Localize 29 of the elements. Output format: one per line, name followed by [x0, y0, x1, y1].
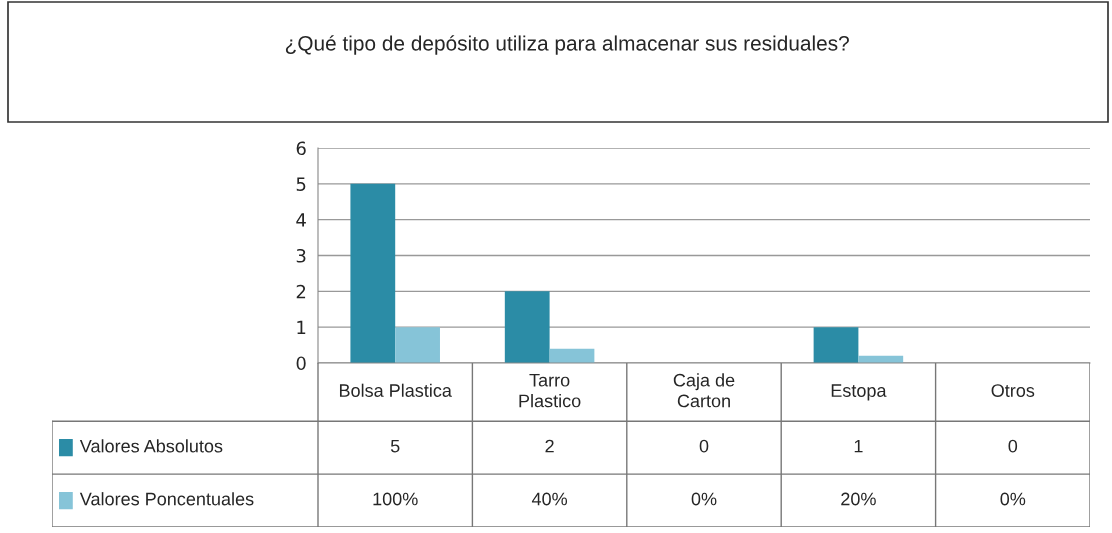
- bar: [504, 291, 550, 363]
- y-tick-label: 0: [296, 356, 306, 371]
- x-tick-label: Estopa: [831, 384, 887, 401]
- data-label: 1: [854, 439, 863, 453]
- x-tick-label: Bolsa Plastica: [339, 383, 452, 397]
- data-label: 20%: [841, 492, 876, 506]
- bar: [395, 327, 440, 363]
- y-tick-label: 2: [296, 284, 306, 299]
- bar: [350, 183, 396, 363]
- legend-label: Valores Poncentuales: [79, 492, 254, 506]
- data-label: 0%: [1000, 492, 1026, 506]
- y-tick-label: 5: [296, 177, 306, 191]
- data-label: 2: [545, 439, 554, 453]
- y-tick-label: 3: [296, 248, 306, 263]
- data-label: 5: [390, 439, 400, 453]
- legend-label: Valores Absolutos: [79, 439, 223, 453]
- data-label: 100%: [373, 492, 418, 506]
- data-label: 40%: [531, 492, 568, 506]
- data-label: 0%: [691, 492, 717, 506]
- y-tick-label: 6: [296, 141, 306, 156]
- data-label: 0: [699, 439, 709, 453]
- x-tick-label: Tarro Plastico: [519, 373, 581, 408]
- y-tick-label: 4: [296, 213, 306, 227]
- chart-title: ¿Qué tipo de depósito utiliza para almacenar sus residuales?: [285, 35, 849, 55]
- x-tick-label: Caja de Carton: [673, 373, 735, 408]
- x-tick-label: Otros: [991, 384, 1035, 397]
- y-tick-label: 1: [297, 320, 306, 335]
- bar: [813, 327, 859, 363]
- data-label: 0: [1008, 439, 1018, 453]
